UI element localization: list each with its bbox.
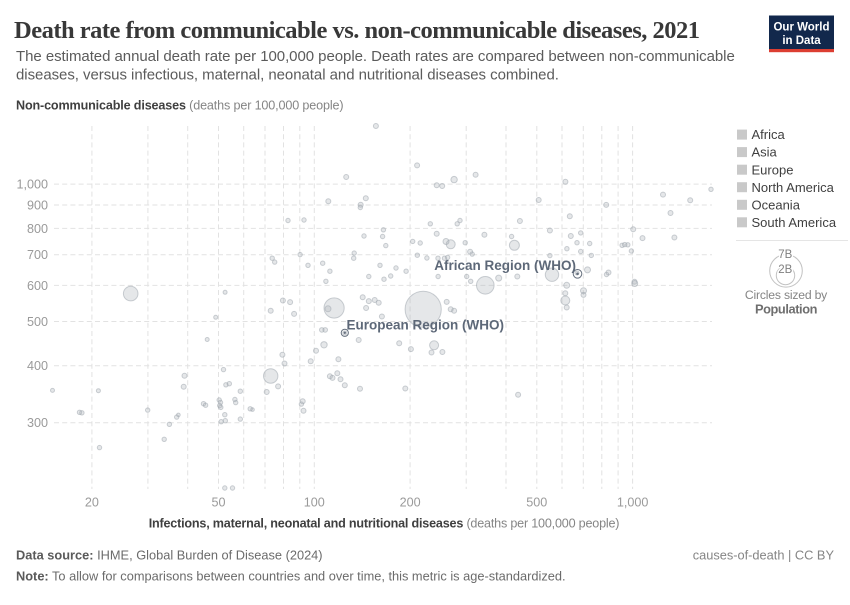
svg-text:Data source: IHME, Global Burd: Data source: IHME, Global Burden of Dise… [16,548,323,563]
svg-text:The estimated annual death rat: The estimated annual death rate per 100,… [16,48,735,65]
svg-text:2B: 2B [778,264,792,276]
svg-text:South America: South America [752,215,837,230]
svg-text:500: 500 [526,496,547,510]
svg-text:diseases, versus infectious, m: diseases, versus infectious, maternal, n… [16,67,559,84]
svg-text:50: 50 [211,496,225,510]
svg-text:Non-communicable diseases (dea: Non-communicable diseases (deaths per 10… [16,99,343,113]
svg-text:Africa: Africa [752,127,786,142]
svg-text:Asia: Asia [752,145,778,160]
svg-text:1,000: 1,000 [617,496,649,510]
svg-text:400: 400 [27,359,48,373]
svg-text:Infections, maternal, neonatal: Infections, maternal, neonatal and nutri… [149,517,620,531]
svg-text:20: 20 [85,496,99,510]
svg-text:Death rate from communicable v: Death rate from communicable vs. non-com… [14,17,699,44]
svg-text:in Data: in Data [782,35,821,47]
svg-text:900: 900 [27,198,48,212]
svg-text:Circles sized by: Circles sized by [745,288,828,302]
svg-text:300: 300 [27,416,48,430]
svg-text:Europe: Europe [752,162,794,177]
svg-text:African Region (WHO): African Region (WHO) [434,258,576,273]
svg-text:North America: North America [752,180,835,195]
svg-text:500: 500 [27,315,48,329]
svg-text:100: 100 [304,496,325,510]
svg-text:7B: 7B [778,249,792,261]
svg-text:Note: To allow for comparisons: Note: To allow for comparisons between c… [16,569,566,584]
svg-text:200: 200 [400,496,421,510]
svg-text:1,000: 1,000 [16,178,48,192]
svg-text:Oceania: Oceania [752,197,801,212]
svg-text:600: 600 [27,279,48,293]
svg-text:800: 800 [27,222,48,236]
svg-text:European Region (WHO): European Region (WHO) [347,317,505,332]
svg-text:causes-of-death | CC BY: causes-of-death | CC BY [693,548,835,563]
svg-text:Population: Population [755,302,818,317]
svg-text:700: 700 [27,248,48,262]
svg-text:Our World: Our World [773,22,829,34]
